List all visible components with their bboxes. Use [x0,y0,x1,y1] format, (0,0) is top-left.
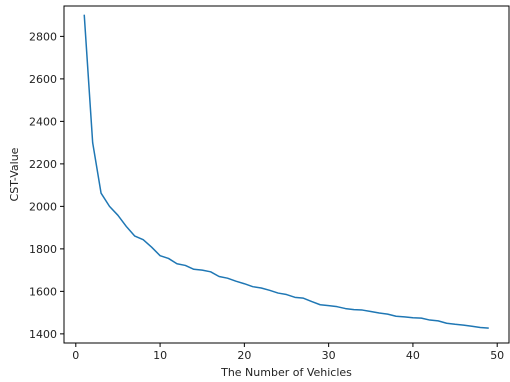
x-tick-label: 40 [406,349,420,362]
y-tick-label: 2400 [29,115,57,128]
y-tick-label: 2200 [29,158,57,171]
y-tick-label: 1400 [29,328,57,341]
ticks-layer: 0 10 20 30 40 50 1400 1600 1800 2000 2200 2400 2600 2… [29,30,504,362]
y-tick-label: 2600 [29,73,57,86]
y-tick-label: 1600 [29,285,57,298]
plot-frame [63,5,510,344]
x-tick-label: 30 [322,349,336,362]
y-tick-label: 2800 [29,30,57,43]
x-tick-label: 10 [153,349,167,362]
y-tick-label: 1800 [29,243,57,256]
x-tick-label: 0 [72,349,79,362]
x-axis-label: The Number of Vehicles [220,366,352,379]
series-line-1 [83,14,489,329]
y-axis-label: CST-Value [8,147,21,201]
series-layer [83,14,489,329]
x-tick-label: 50 [490,349,504,362]
y-tick-label: 2000 [29,200,57,213]
x-tick-label: 20 [237,349,251,362]
plot-area [64,6,509,343]
